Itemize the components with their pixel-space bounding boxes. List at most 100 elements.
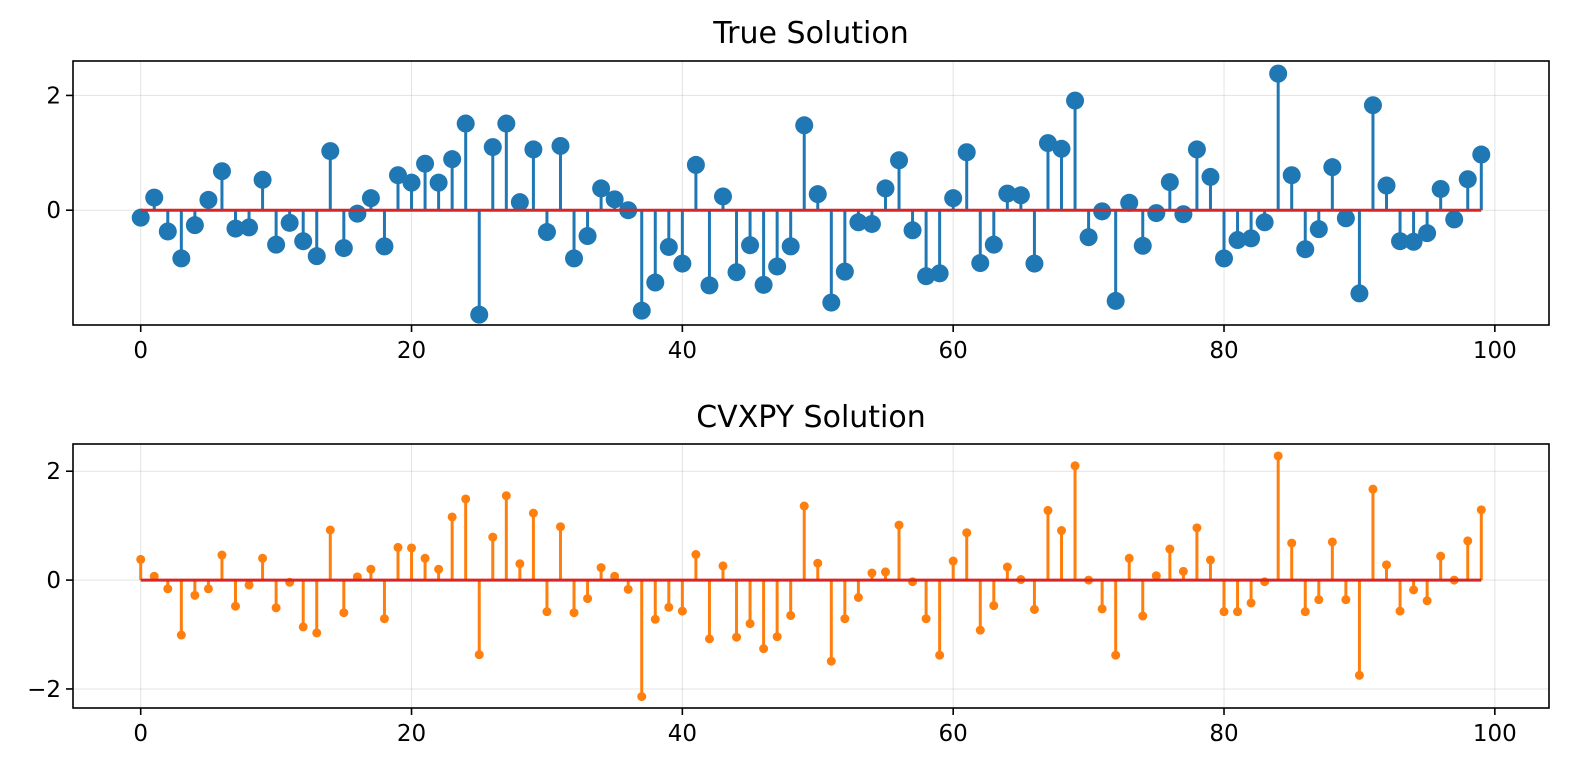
x-tick-label: 40 xyxy=(668,338,697,364)
stem-marker xyxy=(1151,571,1161,581)
stem-marker xyxy=(190,590,200,600)
stem-marker xyxy=(537,223,556,242)
stem-marker xyxy=(1205,555,1215,565)
stem-marker xyxy=(1246,598,1256,608)
stem-marker xyxy=(555,522,565,532)
stem-marker xyxy=(375,237,394,256)
stem-marker xyxy=(998,184,1017,203)
stem-marker xyxy=(610,571,620,581)
axes-frame xyxy=(72,60,1550,326)
stem-marker xyxy=(136,554,146,564)
stem-marker xyxy=(1242,229,1261,248)
chart-title: True Solution xyxy=(712,16,908,51)
stem-marker xyxy=(632,301,651,320)
stem-marker xyxy=(1377,176,1396,195)
x-tick-label: 20 xyxy=(397,721,426,747)
stem-marker xyxy=(298,622,308,632)
stem-marker xyxy=(1106,291,1125,310)
stem-marker xyxy=(524,140,543,159)
y-tick-label: 2 xyxy=(46,459,61,485)
stem-marker xyxy=(366,564,376,574)
stem-marker xyxy=(1025,254,1044,273)
stem-marker xyxy=(307,247,326,266)
y-tick-label: −2 xyxy=(27,677,61,703)
stem-marker xyxy=(921,614,931,624)
stem-marker xyxy=(388,166,407,185)
x-tick-label: 80 xyxy=(1209,721,1238,747)
stem-marker xyxy=(1431,179,1450,198)
stem-marker xyxy=(131,208,150,227)
stem-marker xyxy=(1097,604,1107,614)
x-tick-label: 40 xyxy=(668,721,697,747)
stem-marker xyxy=(456,114,475,133)
stem-marker xyxy=(876,179,895,198)
stem-marker xyxy=(217,550,227,560)
stem-marker xyxy=(808,185,827,204)
stem-marker xyxy=(713,187,732,206)
stem-marker xyxy=(1070,461,1080,471)
stem-marker xyxy=(781,237,800,256)
stem-marker xyxy=(1038,134,1057,153)
stem-marker xyxy=(1282,166,1301,185)
stem-marker xyxy=(551,136,570,155)
panel-true-solution: True Solution 0 20 40 60 80 100 0 2 xyxy=(46,16,1550,364)
stem-marker xyxy=(1201,167,1220,186)
stem-marker xyxy=(700,276,719,295)
stem-marker xyxy=(1120,193,1139,212)
stem-marker xyxy=(768,257,787,276)
stem-marker xyxy=(1178,566,1188,576)
stem-marker xyxy=(1160,173,1179,192)
stem-marker xyxy=(745,619,755,629)
stem-marker xyxy=(379,614,389,624)
marker-series xyxy=(136,451,1486,702)
stem-marker xyxy=(867,568,877,578)
stem-marker xyxy=(348,204,367,223)
stem-marker xyxy=(1409,585,1419,595)
stem-marker xyxy=(470,305,489,324)
stem-marker xyxy=(786,610,796,620)
stem-marker xyxy=(727,263,746,282)
stem-marker xyxy=(1323,158,1342,177)
stem-marker xyxy=(664,602,674,612)
stem-marker xyxy=(718,561,728,571)
stem-marker xyxy=(1066,91,1085,110)
stem-marker xyxy=(1273,451,1283,461)
stem-marker xyxy=(853,593,863,603)
stem-marker xyxy=(1391,232,1410,251)
stem-marker xyxy=(691,549,701,559)
stem-marker xyxy=(930,264,949,283)
stem-marker xyxy=(1458,170,1477,189)
stem-marker xyxy=(443,150,462,169)
stem-marker xyxy=(673,254,692,273)
stem-marker xyxy=(1476,505,1486,515)
stem-marker xyxy=(704,634,714,644)
stem-marker xyxy=(1436,551,1446,561)
x-tick-label: 100 xyxy=(1473,721,1517,747)
stem-marker xyxy=(1043,505,1053,515)
stem-marker xyxy=(759,644,769,654)
stem-marker xyxy=(158,222,177,241)
stem-marker xyxy=(646,273,665,292)
stem-marker xyxy=(483,138,502,157)
stem-marker xyxy=(497,114,516,133)
stem-marker xyxy=(1472,145,1491,164)
stem-marker xyxy=(989,601,999,611)
stem-marker xyxy=(1192,523,1202,533)
y-tick-label: 0 xyxy=(46,568,61,594)
stem-marker xyxy=(894,520,904,530)
stem-marker xyxy=(149,571,159,581)
stem-marker xyxy=(429,173,448,192)
stem-marker xyxy=(402,173,421,192)
stem-marker xyxy=(1133,236,1152,255)
stem-marker xyxy=(890,151,909,170)
stem-marker xyxy=(944,189,963,208)
stem-marker xyxy=(569,608,579,618)
panel-cvxpy-solution: CVXPY Solution 0 20 40 60 80 100 −2 0 2 xyxy=(27,400,1550,747)
stem-marker xyxy=(1138,611,1148,621)
stem-marker xyxy=(416,154,435,173)
stem-marker xyxy=(176,630,186,640)
stem-marker xyxy=(732,632,742,642)
stem-marker xyxy=(754,275,773,294)
stem-marker xyxy=(975,625,985,635)
